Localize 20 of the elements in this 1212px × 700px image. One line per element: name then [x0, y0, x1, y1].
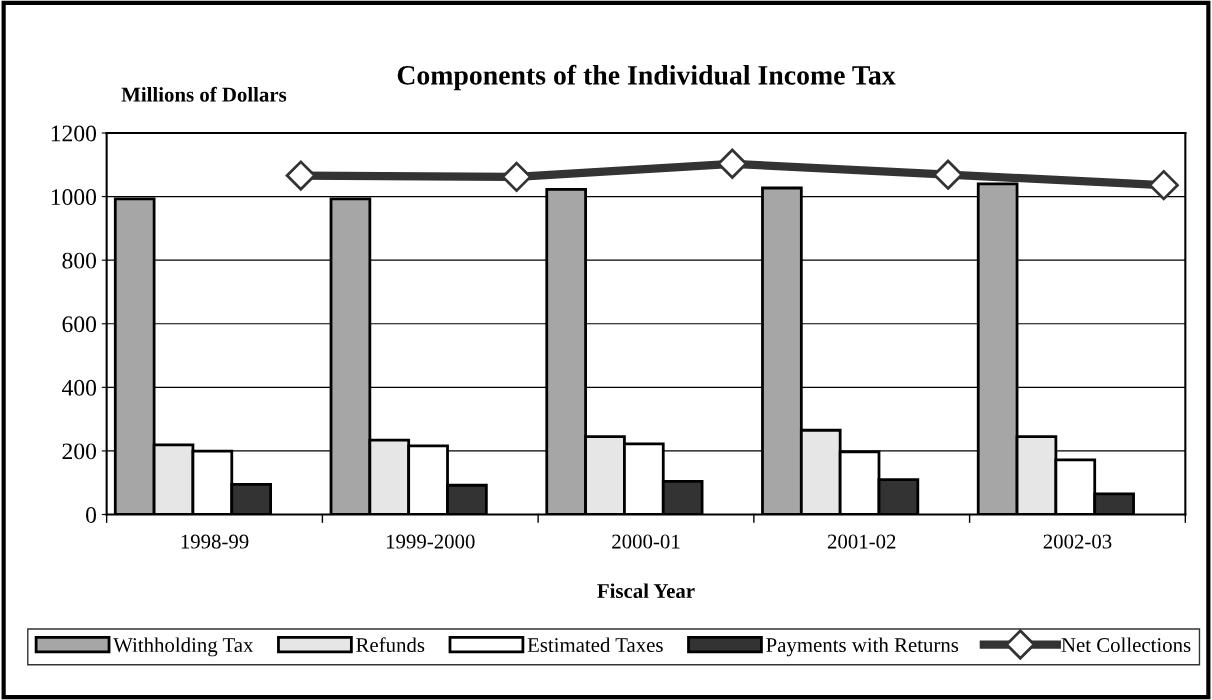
x-tick-label: 2000-01 — [612, 534, 680, 549]
legend-label: Refunds — [356, 637, 425, 653]
y-axis-title: Millions of Dollars — [121, 86, 287, 102]
x-tick-label: 2001-02 — [827, 534, 896, 549]
x-axis-title: Fiscal Year — [597, 583, 695, 599]
legend-label: Estimated Taxes — [527, 637, 663, 653]
x-tick-label: 1999-2000 — [386, 534, 475, 549]
y-tick-label: 600 — [62, 316, 97, 333]
y-tick-label: 1000 — [51, 189, 97, 206]
y-tick-label: 200 — [62, 443, 97, 460]
legend-label: Net Collections — [1061, 637, 1191, 653]
y-tick-label: 800 — [62, 252, 97, 269]
y-tick-label: 400 — [61, 379, 97, 396]
x-tick-label: 2002-03 — [1043, 534, 1112, 549]
x-tick-label: 1998-99 — [181, 534, 249, 549]
legend-label: Withholding Tax — [113, 637, 254, 657]
chart-title: Components of the Individual Income Tax — [397, 64, 896, 91]
legend-label: Payments with Returns — [766, 637, 959, 657]
y-tick-label: 0 — [86, 506, 97, 523]
y-tick-label: 1200 — [51, 125, 97, 142]
